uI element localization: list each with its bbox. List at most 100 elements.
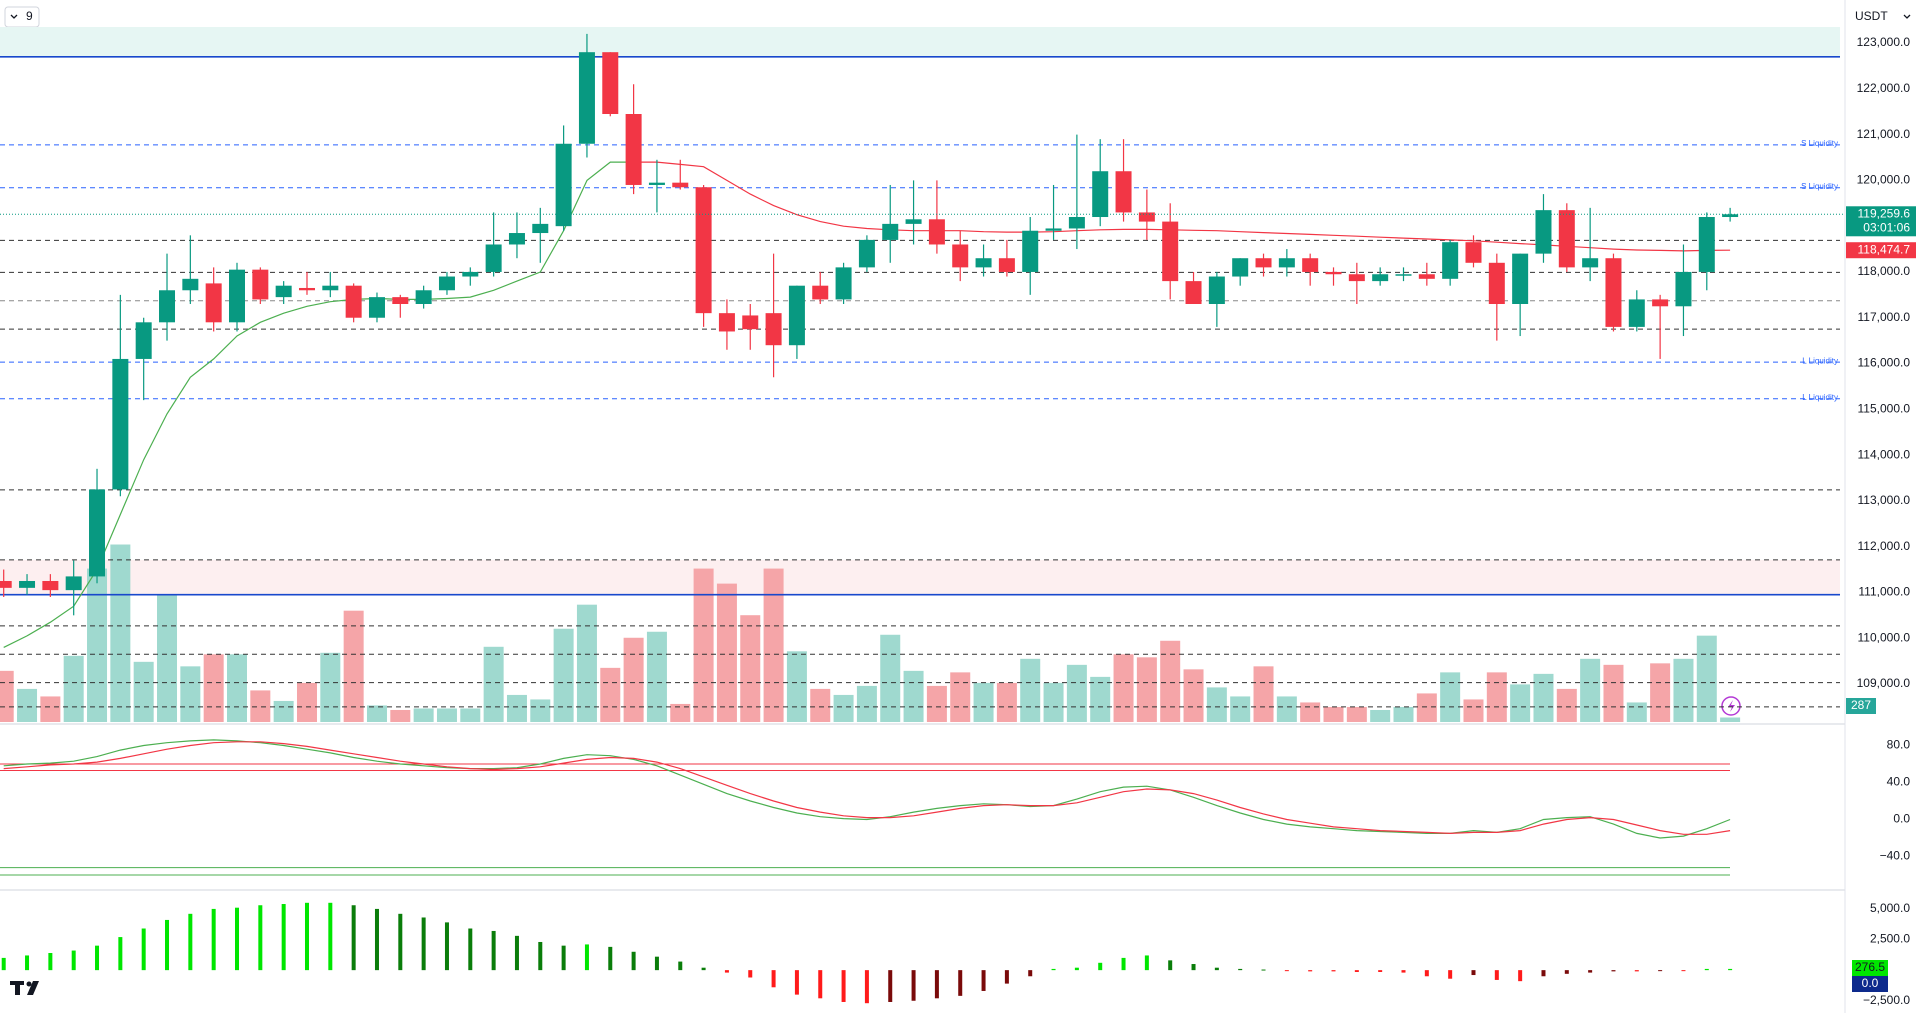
y-tick-label: 117,000.0 (1858, 310, 1911, 324)
volume-bar (623, 637, 644, 722)
volume-bar (1300, 702, 1321, 722)
volume-bar (1113, 654, 1134, 722)
countdown: 03:01:06 (1863, 220, 1910, 234)
candle-body (252, 269, 269, 300)
histogram-bar (1354, 970, 1359, 972)
level-label: L Liquidity (1802, 356, 1838, 365)
y-tick-label: −2,500.0 (1863, 993, 1910, 1007)
histogram-bar (631, 951, 636, 971)
interval-box[interactable] (4, 6, 40, 28)
histogram-bar (398, 913, 403, 971)
volume-bar (296, 682, 317, 722)
y-tick-label: 116,000.0 (1858, 356, 1911, 370)
histogram-bar (1, 957, 6, 971)
candle-body (42, 580, 59, 591)
volume-bar (576, 604, 597, 722)
volume-bar (856, 685, 877, 722)
volume-bar (87, 568, 108, 722)
volume-bar (740, 615, 761, 722)
candle-body (298, 287, 315, 291)
candle-body (1185, 281, 1202, 304)
chevron (1903, 14, 1911, 19)
price-tag-label: 119,259.6 (1858, 206, 1911, 220)
candle-body (462, 271, 479, 277)
volume-bar (366, 705, 387, 722)
volume-bar (390, 709, 411, 722)
histogram-bar (211, 908, 216, 971)
histogram-bar (1448, 970, 1453, 979)
volume-bar (530, 699, 551, 722)
histogram-bar (1144, 955, 1149, 971)
histogram-bar (1424, 970, 1429, 977)
candle-body (1488, 262, 1505, 304)
volume-bar (1580, 658, 1601, 722)
histogram-bar (235, 907, 239, 971)
y-tick-label: 109,000.0 (1857, 676, 1911, 690)
candle-body (205, 283, 222, 323)
volume-bar (40, 696, 61, 722)
histogram-bar (421, 917, 426, 971)
histogram-bar (1704, 968, 1709, 971)
candle-body (1092, 171, 1109, 218)
volume-bar (716, 583, 737, 722)
volume-bar (786, 651, 807, 722)
y-tick-label: 40.0 (1887, 775, 1911, 789)
candle-body (1208, 276, 1225, 304)
histogram-bar (1284, 970, 1289, 972)
volume-bar (880, 634, 901, 722)
candle-body (1395, 274, 1412, 276)
candle-body (1302, 258, 1319, 272)
volume-bar (1510, 684, 1531, 722)
alert-icon[interactable] (1721, 696, 1741, 716)
volume-bar (1673, 658, 1694, 722)
histogram-bar (1611, 970, 1616, 972)
volume-bar (670, 703, 691, 722)
interval-button[interactable]: 9 (4, 6, 40, 28)
logo-part (27, 981, 39, 995)
histogram-bar (328, 902, 333, 971)
y-tick-label: 110,000.0 (1858, 630, 1911, 644)
candle-body (998, 258, 1015, 272)
volume-bar (133, 661, 154, 722)
y-tick-label: 123,000.0 (1857, 35, 1911, 49)
volume-bar (1323, 706, 1344, 722)
candle-body (1115, 171, 1132, 213)
candle-body (1138, 212, 1155, 222)
candle-body (65, 576, 82, 591)
candle-body (952, 244, 969, 268)
candle-body (1465, 242, 1482, 263)
histogram-bar (724, 970, 729, 973)
candle-body (1162, 221, 1179, 282)
volume-bar (1090, 676, 1111, 722)
candle-body (742, 315, 759, 330)
y-tick-label: 5,000.0 (1870, 901, 1910, 915)
candle-body (345, 285, 362, 318)
value-badge (1852, 960, 1888, 976)
volume-bar (1416, 693, 1437, 722)
level-label: L Liquidity (1802, 393, 1838, 402)
candle-body (159, 290, 176, 323)
volume-bar (1276, 696, 1297, 722)
histogram-bar (1051, 968, 1056, 971)
currency-button[interactable]: USDT (1855, 9, 1911, 23)
histogram-bar (911, 970, 916, 1001)
candle-body (1512, 253, 1529, 304)
volume-bar (320, 652, 341, 722)
candle-body (1278, 258, 1295, 268)
volume-bar (903, 670, 924, 722)
volume-bar (17, 688, 38, 722)
histogram-bar (141, 928, 146, 971)
histogram-bar (1471, 970, 1476, 976)
candle-body (1418, 274, 1435, 279)
volume-bar (1603, 664, 1624, 722)
candle-body (1535, 210, 1552, 254)
volume-bar (413, 708, 434, 722)
candle-body (1068, 217, 1085, 229)
volume-bar (553, 628, 574, 722)
value-badge-label: 276.5 (1855, 960, 1885, 974)
y-tick-label: 112,000.0 (1858, 539, 1911, 553)
volume-bar (436, 708, 457, 722)
histogram-bar (1028, 970, 1033, 977)
candle-body (1605, 258, 1622, 327)
